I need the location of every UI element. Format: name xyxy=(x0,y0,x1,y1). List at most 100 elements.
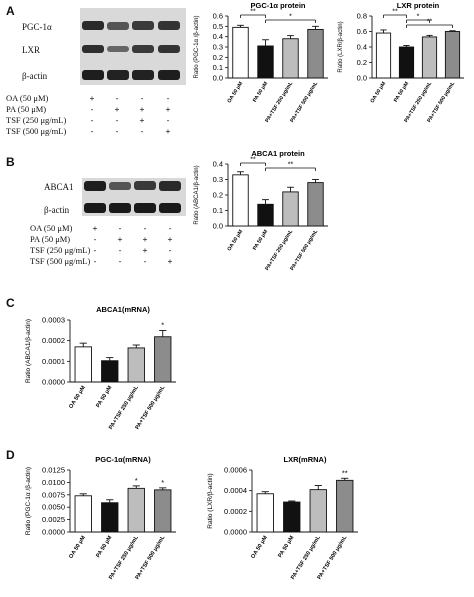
significance-label: * xyxy=(289,14,292,21)
category-label: PA 50 μM xyxy=(252,81,269,103)
bar xyxy=(257,203,274,227)
chart-title: ABCA1(mRNA) xyxy=(96,305,150,314)
bar xyxy=(307,182,324,227)
treatment-sign: + xyxy=(142,245,148,255)
y-axis-label: Ratio (PGC-1α /β-actin) xyxy=(25,467,32,535)
blot-band xyxy=(158,45,180,53)
treatment-sign: - xyxy=(140,93,144,103)
significance-label: * xyxy=(135,476,138,485)
y-tick-label: 0.0 xyxy=(357,74,367,83)
treatment-sign: + xyxy=(114,104,120,114)
significance-label: ** xyxy=(250,9,256,16)
significance-label: * xyxy=(161,478,164,487)
treatment-sign: - xyxy=(118,245,122,255)
y-tick-label: 0.6 xyxy=(213,12,223,21)
chart-title: LXR protein xyxy=(397,1,440,10)
y-axis-label: Ratio (ABCA1/β-actin) xyxy=(194,165,200,224)
y-axis-label: Ratio (PGC-1α /β-actin) xyxy=(194,16,200,79)
y-axis-label: Ratio (LXR/β-actin) xyxy=(338,21,344,72)
chart-pgc-mrna: PGC-1α(mRNA) 0.0000 0.0025 0.0050 0.0075 0.01… xyxy=(25,455,176,581)
treatment-label: OA (50 μM) xyxy=(30,223,73,233)
y-tick-label: 0.4 xyxy=(213,160,223,169)
category-label: PA 50 μM xyxy=(95,535,113,559)
treatment-sign: + xyxy=(167,234,173,244)
chart-title: PGC-1α(mRNA) xyxy=(95,455,151,464)
chart-abca1-protein: ABCA1 protein 0.0 0.1 0.2 0.3 0.4 Ratio (ABCA1… xyxy=(194,149,328,272)
category-label: PA+TSF 500 μg/mL xyxy=(135,384,167,430)
blot-label-pgc: PGC-1α xyxy=(22,22,52,32)
blot-band xyxy=(132,21,154,30)
y-tick-label: 0.4 xyxy=(213,32,223,41)
y-tick-label: 0.0004 xyxy=(224,486,247,495)
y-tick-label: 0.0050 xyxy=(42,503,65,512)
category-label: PA 50 μM xyxy=(252,229,269,251)
treatment-sign: - xyxy=(93,245,97,255)
blot-band xyxy=(158,21,180,30)
bar xyxy=(154,336,172,383)
panel-letter-a: A xyxy=(6,4,15,18)
bar xyxy=(309,489,327,533)
blot-label-lxr: LXR xyxy=(22,45,40,55)
treatment-sign: + xyxy=(139,115,145,125)
treatment-label: PA (50 μM) xyxy=(30,234,71,244)
y-tick-label: 0.0000 xyxy=(224,528,247,537)
category-label: PA+TSF 500 μg/mL xyxy=(289,80,319,124)
category-label: PA+TSF 250 μg/mL xyxy=(264,228,294,272)
treatment-label: PA (50 μM) xyxy=(6,104,47,114)
treatment-sign: - xyxy=(93,256,97,266)
blot-band xyxy=(109,203,131,213)
y-tick-label: 0.5 xyxy=(213,22,223,31)
y-tick-label: 0.0002 xyxy=(224,507,247,516)
y-tick-label: 0.2 xyxy=(357,58,367,67)
category-label: PA+TSF 500 μg/mL xyxy=(135,534,167,580)
y-tick-label: 0.0002 xyxy=(42,336,65,345)
bar xyxy=(282,191,299,227)
blot-label-abca1: ABCA1 xyxy=(44,182,74,192)
treatment-sign: + xyxy=(142,234,148,244)
treatment-sign: + xyxy=(165,104,171,114)
blot-band xyxy=(82,21,104,30)
treatment-sign: - xyxy=(90,126,94,136)
bar xyxy=(307,28,324,79)
bar xyxy=(127,347,145,383)
category-label: OA 50 μM xyxy=(68,535,87,560)
treatment-sign: - xyxy=(118,223,122,233)
significance-label: * xyxy=(161,321,164,330)
y-tick-label: 0.0 xyxy=(213,222,223,231)
y-tick-label: 0.1 xyxy=(213,206,223,215)
category-label: OA 50 μM xyxy=(250,535,269,560)
category-label: PA+TSF 250 μg/mL xyxy=(290,534,322,580)
treatment-label: OA (50 μM) xyxy=(6,93,49,103)
y-tick-label: 0.3 xyxy=(213,43,223,52)
bar xyxy=(257,45,274,79)
significance-label: ** xyxy=(250,157,256,164)
y-axis-label: Ratio (ABCA1/β-actin) xyxy=(25,319,32,383)
blot-band xyxy=(159,181,181,191)
category-label: OA 50 μM xyxy=(227,229,245,252)
chart-pgc-protein: PGC-1α protein 0.0 0.10.20.3 0.40.50.6 Ratio… xyxy=(194,1,328,124)
category-label: PA+TSF 250 μg/mL xyxy=(108,384,140,430)
category-label: PA+TSF 500 μg/mL xyxy=(289,228,319,272)
significance-label: ** xyxy=(427,19,433,26)
blot-band xyxy=(109,182,131,190)
chart-title: PGC-1α protein xyxy=(250,1,305,10)
treatment-sign: - xyxy=(115,126,119,136)
treatment-sign: + xyxy=(165,126,171,136)
blot-label-actin: β-actin xyxy=(44,205,70,215)
treatment-sign: - xyxy=(90,115,94,125)
significance-label: * xyxy=(417,14,420,21)
bar xyxy=(74,346,92,383)
y-tick-label: 0.1 xyxy=(213,63,223,72)
blot-band xyxy=(107,70,129,80)
chart-abca1-mrna: ABCA1(mRNA) 0.0000 0.0001 0.0002 0.0003 Ratio… xyxy=(25,305,176,431)
treatment-sign: + xyxy=(139,104,145,114)
chart-title: ABCA1 protein xyxy=(251,149,305,158)
blot-band xyxy=(82,70,104,80)
y-tick-label: 0.0003 xyxy=(42,316,65,325)
blot-band xyxy=(134,181,156,190)
chart-lxr-mrna: LXR(mRNA) 0.0000 0.0002 0.0004 0.0006 Ratio (… xyxy=(207,455,358,581)
category-label: PA+TSF 250 μg/mL xyxy=(264,80,294,124)
significance-label: ** xyxy=(288,162,294,169)
y-tick-label: 0.0001 xyxy=(42,357,65,366)
blot-band xyxy=(84,181,106,191)
